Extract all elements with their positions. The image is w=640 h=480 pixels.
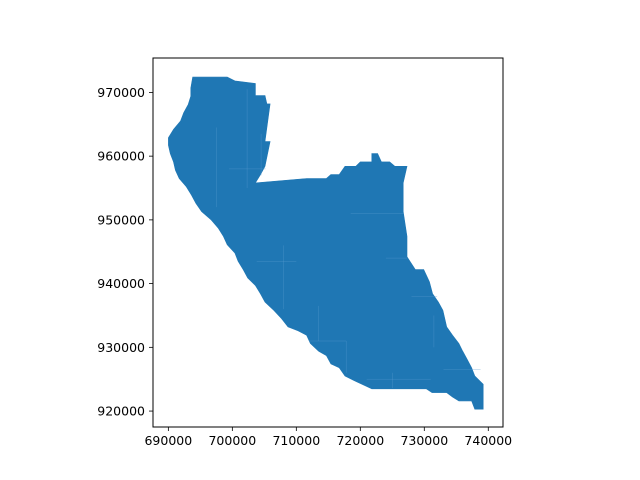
x-tick-label: 730000: [400, 433, 448, 448]
y-tick-label: 930000: [97, 340, 145, 355]
axes-frame: [152, 57, 504, 428]
x-tick-label: 690000: [144, 433, 192, 448]
y-tick-label: 920000: [97, 404, 145, 419]
x-tick-label: 700000: [208, 433, 256, 448]
region-layer: [168, 76, 484, 410]
y-tick-label: 970000: [97, 85, 145, 100]
y-tick-label: 950000: [97, 212, 145, 227]
tile-seams: [216, 89, 481, 389]
x-tick-label: 710000: [272, 433, 320, 448]
x-tick-label: 740000: [464, 433, 512, 448]
y-tick-label: 960000: [97, 149, 145, 164]
y-tick-label: 940000: [97, 276, 145, 291]
axes-layer: 690000 700000 710000 720000 730000 740000 9200…: [97, 57, 512, 448]
x-tick-label: 720000: [336, 433, 384, 448]
